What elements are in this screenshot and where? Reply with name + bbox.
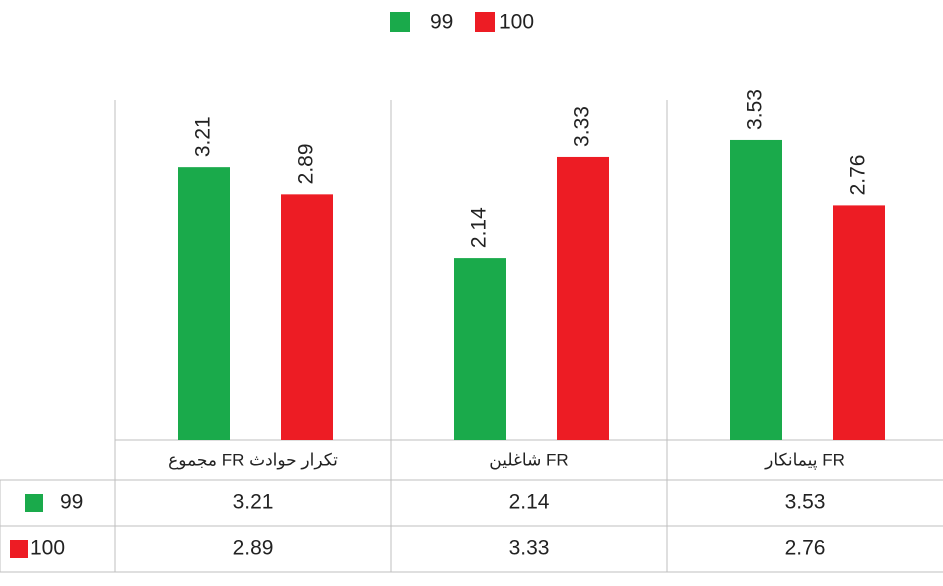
table-series-label: 100 xyxy=(30,537,65,560)
table-value: 2.89 xyxy=(233,537,274,560)
bar xyxy=(454,258,506,440)
bar xyxy=(730,139,782,440)
table-series-label: 99 xyxy=(60,491,83,514)
table-value: 3.53 xyxy=(785,491,826,514)
category-label: شاغلین FR xyxy=(489,450,568,469)
table-value: 3.21 xyxy=(233,491,274,514)
legend-label: 100 xyxy=(499,11,534,34)
category-label: پیمانکار FR xyxy=(764,450,845,470)
data-label: 2.76 xyxy=(847,155,870,196)
table-value: 3.33 xyxy=(509,537,550,560)
bar xyxy=(557,156,609,440)
data-label: 3.21 xyxy=(192,116,215,157)
table-value: 2.14 xyxy=(509,491,550,514)
category-label: مجموع FR تکرار حوادث xyxy=(168,450,338,470)
table-swatch xyxy=(10,540,28,558)
legend-swatch xyxy=(475,12,495,32)
bar xyxy=(178,167,230,440)
data-label: 2.14 xyxy=(468,207,491,248)
bar xyxy=(833,205,885,440)
legend-swatch xyxy=(390,12,410,32)
data-label: 3.33 xyxy=(571,106,594,147)
legend-label: 99 xyxy=(430,11,453,34)
data-label: 3.53 xyxy=(744,89,767,130)
data-label: 2.89 xyxy=(295,143,318,184)
table-value: 2.76 xyxy=(785,537,826,560)
bar xyxy=(281,194,333,440)
table-swatch xyxy=(25,494,43,512)
